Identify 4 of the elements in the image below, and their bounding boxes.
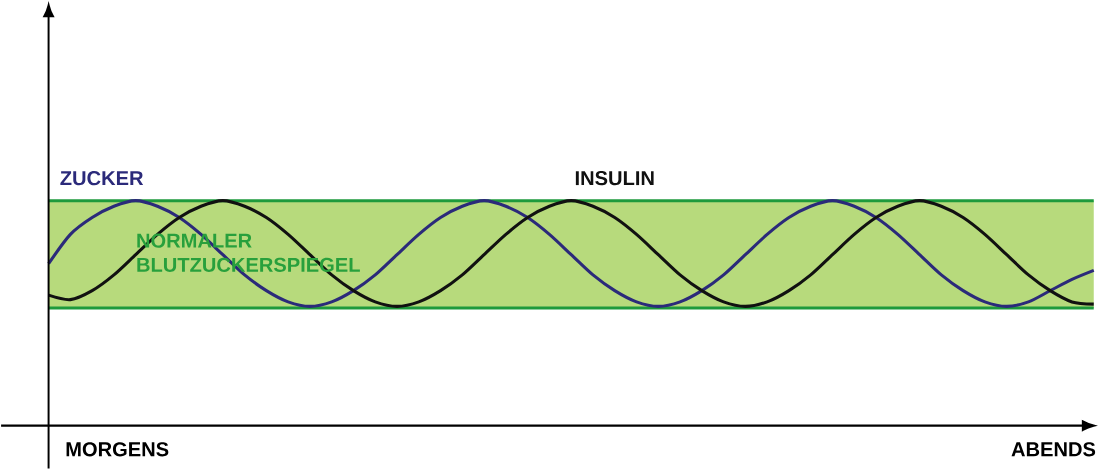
series-label: INSULIN bbox=[575, 171, 654, 186]
text: ABENDS bbox=[1011, 442, 1096, 457]
series-label: ZUCKER bbox=[60, 171, 144, 186]
text: MORGENS bbox=[66, 442, 169, 457]
